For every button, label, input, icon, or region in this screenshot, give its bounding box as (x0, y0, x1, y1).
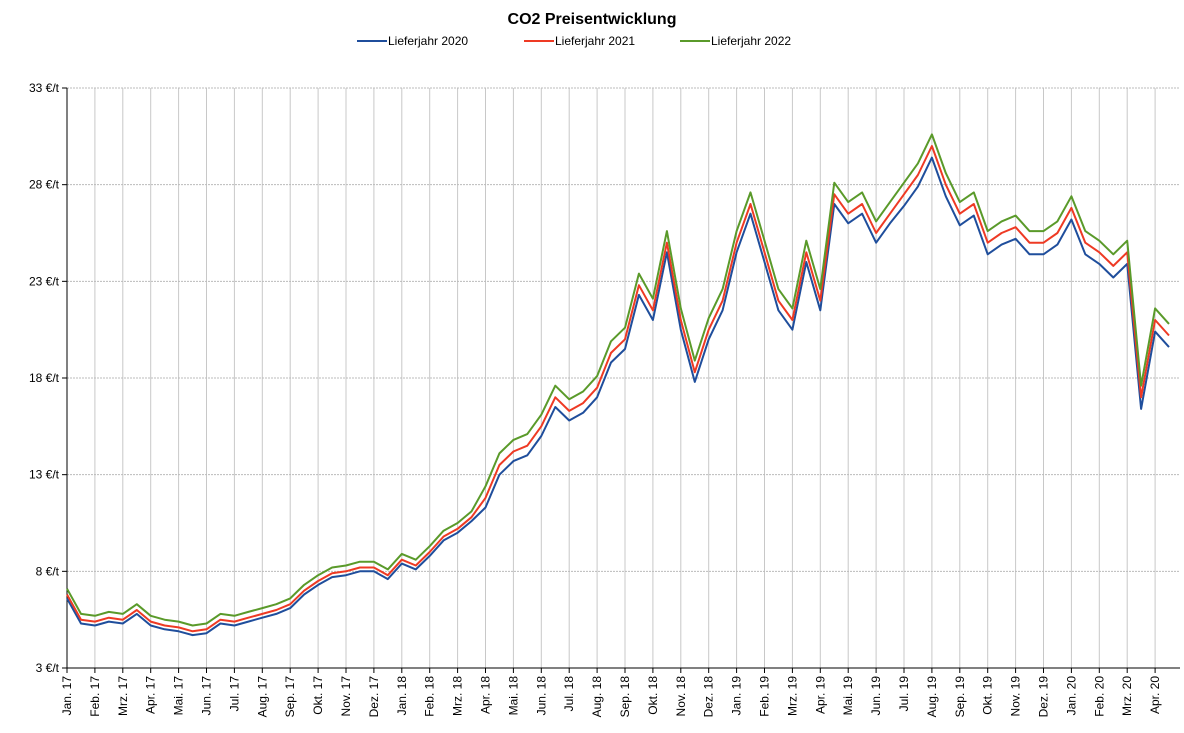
y-tick-label: 13 €/t (29, 468, 60, 482)
x-tick-label: Feb. 20 (1092, 676, 1106, 717)
x-tick-label: Jan. 17 (60, 676, 74, 716)
x-tick-label: Sep. 17 (283, 676, 297, 718)
x-tick-label: Dez. 18 (702, 676, 716, 718)
x-tick-label: Mrz. 20 (1120, 676, 1134, 716)
x-tick-label: Jun. 18 (534, 676, 548, 716)
chart-title: CO2 Preisentwicklung (508, 11, 677, 28)
y-tick-label: 28 €/t (29, 178, 60, 192)
x-tick-label: Aug. 18 (590, 676, 604, 718)
x-tick-label: Okt. 19 (981, 676, 995, 715)
y-tick-label: 23 €/t (29, 274, 60, 288)
y-tick-label: 8 €/t (36, 564, 60, 578)
x-tick-label: Jul. 17 (227, 676, 241, 712)
x-tick-label: Feb. 18 (423, 676, 437, 717)
y-tick-label: 3 €/t (36, 661, 60, 675)
legend-label: Lieferjahr 2022 (711, 34, 791, 48)
x-tick-label: Jan. 18 (395, 676, 409, 716)
x-tick-label: Aug. 19 (925, 676, 939, 718)
x-tick-label: Aug. 17 (255, 676, 269, 718)
x-tick-label: Dez. 17 (367, 676, 381, 718)
x-tick-label: Jun. 19 (869, 676, 883, 716)
y-tick-label: 18 €/t (29, 371, 60, 385)
x-tick-label: Apr. 19 (813, 676, 827, 714)
x-tick-label: Mrz. 19 (785, 676, 799, 716)
x-tick-label: Apr. 17 (144, 676, 158, 714)
x-tick-label: Okt. 18 (646, 676, 660, 715)
x-tick-label: Sep. 18 (618, 676, 632, 718)
series-line (66, 133, 1170, 627)
x-tick-label: Nov. 19 (1009, 676, 1023, 717)
series-line (66, 145, 1170, 633)
x-tick-label: Dez. 19 (1037, 676, 1051, 718)
x-tick-label: Jan. 19 (730, 676, 744, 716)
x-tick-label: Mai. 18 (506, 676, 520, 716)
series-line (66, 156, 1170, 637)
x-tick-label: Apr. 20 (1148, 676, 1162, 714)
x-tick-label: Jun. 17 (200, 676, 214, 716)
x-tick-label: Jul. 19 (897, 676, 911, 712)
x-tick-label: Nov. 17 (339, 676, 353, 717)
x-tick-label: Mai. 19 (841, 676, 855, 716)
x-tick-label: Nov. 18 (674, 676, 688, 717)
x-tick-label: Mrz. 17 (116, 676, 130, 716)
legend-label: Lieferjahr 2021 (555, 34, 635, 48)
x-tick-label: Mrz. 18 (451, 676, 465, 716)
x-tick-label: Feb. 17 (88, 676, 102, 717)
legend-label: Lieferjahr 2020 (388, 34, 468, 48)
x-tick-label: Sep. 19 (953, 676, 967, 718)
x-tick-label: Feb. 19 (758, 676, 772, 717)
x-tick-label: Okt. 17 (311, 676, 325, 715)
x-tick-label: Apr. 18 (479, 676, 493, 714)
x-tick-label: Mai. 17 (172, 676, 186, 716)
y-tick-label: 33 €/t (29, 81, 60, 95)
x-tick-label: Jul. 18 (562, 676, 576, 712)
x-tick-label: Jan. 20 (1064, 676, 1078, 716)
